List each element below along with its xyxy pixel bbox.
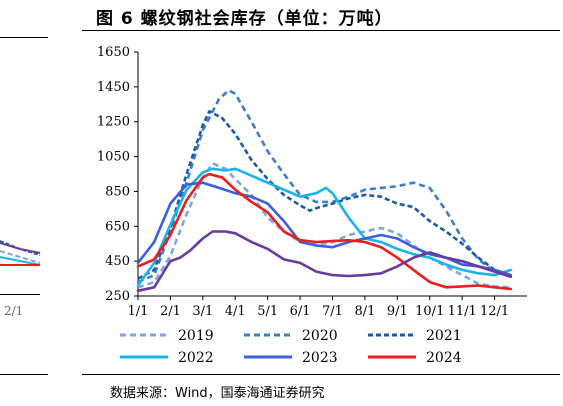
y-tick-label: 1450 [97, 80, 130, 95]
fragment-line-2022 [0, 256, 41, 266]
fragment-axis [0, 294, 40, 295]
fragment-line-purple [0, 242, 41, 254]
series-line-2021 [137, 110, 512, 280]
left-top-rule [0, 37, 48, 38]
series-line-2024 [136, 172, 513, 291]
x-tick-label: 5/1 [257, 304, 278, 319]
y-tick-label: 650 [105, 219, 130, 234]
legend-label-2024: 2024 [426, 350, 462, 366]
chart-series [136, 89, 513, 293]
x-tick-label: 6/1 [290, 304, 311, 319]
source-note: 数据来源：Wind，国泰海通证券研究 [110, 386, 325, 401]
y-tick-label: 850 [105, 184, 130, 199]
y-tick-label: 250 [105, 289, 130, 304]
legend-label-2020: 2020 [302, 328, 338, 344]
fragment-line-2019 [0, 250, 41, 264]
y-tick-label: 450 [105, 254, 130, 269]
x-tick-label: 7/1 [322, 304, 343, 319]
series-line-2020 [137, 89, 512, 284]
y-tick-label: 1050 [97, 150, 130, 165]
legend-label-2022: 2022 [178, 350, 214, 366]
y-tick-label: 1650 [97, 45, 130, 60]
x-tick-label: 10/1 [415, 304, 444, 319]
x-tick-label: 8/1 [354, 304, 375, 319]
chart-axes: 250 450 650 850 1050 1250 1450 1650 1/1 2/1 3/1 4/1… [97, 45, 527, 319]
legend-label-2021: 2021 [426, 328, 462, 344]
series-line-unlabeled [136, 230, 513, 293]
x-tick-label: 4/1 [225, 304, 246, 319]
x-tick-label: 2/1 [160, 304, 181, 319]
x-tick-label: 11/1 [448, 304, 477, 319]
bottom-rule [82, 374, 560, 375]
series-line-2022 [136, 167, 513, 287]
fragment-tick-label: 2/1 [4, 304, 24, 318]
left-bottom-rule [0, 374, 48, 375]
left-fragment-chart [0, 240, 41, 266]
top-rule [82, 30, 560, 31]
x-tick-label: 9/1 [387, 304, 408, 319]
chart-legend: 2019 2020 2021 2022 2023 2024 [120, 328, 462, 366]
x-tick-label: 12/1 [480, 304, 509, 319]
legend-label-2023: 2023 [302, 350, 338, 366]
x-tick-label: 1/1 [128, 304, 149, 319]
legend-label-2019: 2019 [178, 328, 214, 344]
x-tick-label: 3/1 [192, 304, 213, 319]
figure-title: 图 6 螺纹钢社会库存（单位：万吨） [96, 9, 393, 29]
y-tick-label: 1250 [97, 115, 130, 130]
